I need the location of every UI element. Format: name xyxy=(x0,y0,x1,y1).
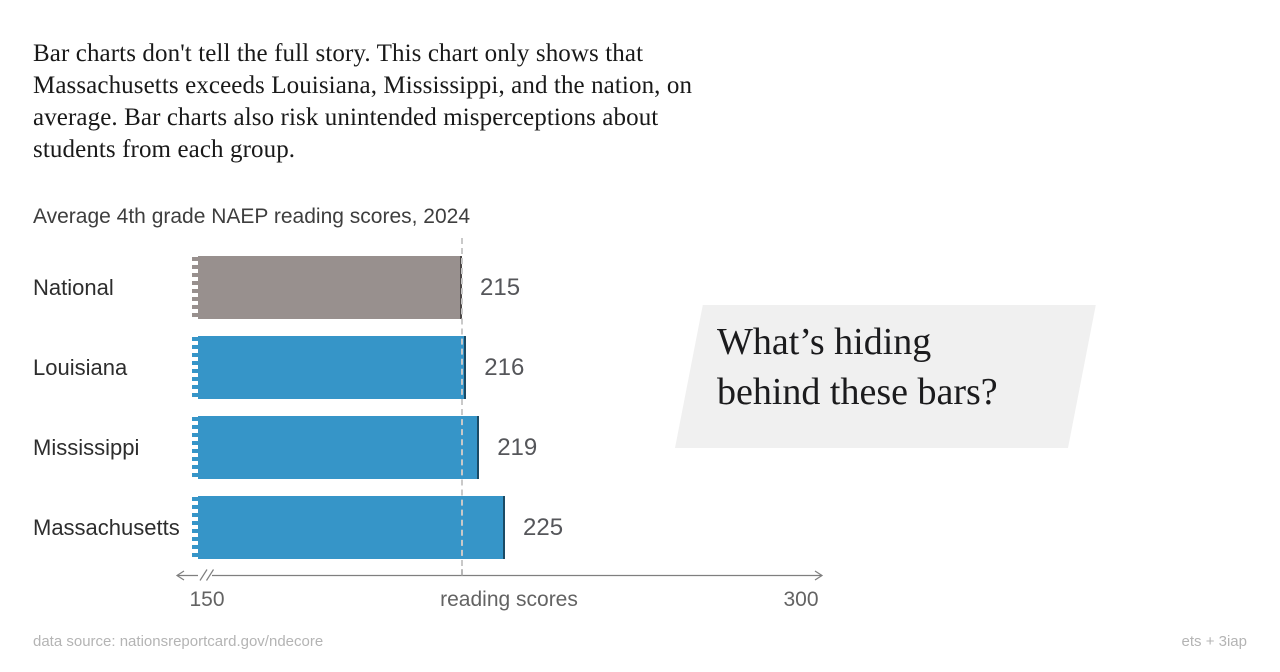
bar-row-mississippi: Mississippi 219 xyxy=(0,416,1280,479)
bar-torn-edge xyxy=(192,417,198,478)
data-source-credit: data source: nationsreportcard.gov/ndeco… xyxy=(33,633,324,650)
value-label-mississippi: 219 xyxy=(497,434,538,461)
bar-torn-edge xyxy=(192,497,198,558)
x-axis xyxy=(175,569,824,582)
bar-row-massachusetts: Massachusetts 225 xyxy=(0,496,1280,559)
bar-mississippi xyxy=(192,416,480,479)
axis-break-slash xyxy=(199,569,208,581)
reference-line xyxy=(461,238,463,576)
bar-massachusetts xyxy=(192,496,505,559)
bar-torn-edge xyxy=(192,337,198,398)
axis-tick-label-150: 150 xyxy=(189,588,225,611)
bar-louisiana xyxy=(192,336,467,399)
axis-tick-label-300: 300 xyxy=(783,588,819,611)
chart-title: Average 4th grade NAEP reading scores, 2… xyxy=(33,205,471,228)
category-label-louisiana: Louisiana xyxy=(33,355,128,380)
axis-arrow-left xyxy=(175,570,185,581)
author-credit: ets + 3iap xyxy=(1181,633,1247,650)
callout-text: What’s hiding behind these bars? xyxy=(717,321,998,413)
bar-row-national: National 215 xyxy=(0,256,1280,319)
category-label-national: National xyxy=(33,275,114,300)
value-label-massachusetts: 225 xyxy=(523,514,564,541)
intro-paragraph: Bar charts don't tell the full story. Th… xyxy=(33,40,693,163)
axis-title: reading scores xyxy=(440,588,578,611)
category-label-massachusetts: Massachusetts xyxy=(33,515,180,540)
category-label-mississippi: Mississippi xyxy=(33,435,140,460)
bar-torn-edge xyxy=(192,257,198,318)
axis-break-slash xyxy=(205,569,215,581)
bar-row-louisiana: Louisiana 216 xyxy=(0,336,1280,399)
value-label-national: 215 xyxy=(480,274,521,301)
axis-arrow-right xyxy=(814,570,824,581)
value-label-louisiana: 216 xyxy=(484,354,525,381)
bar-national xyxy=(192,256,462,319)
